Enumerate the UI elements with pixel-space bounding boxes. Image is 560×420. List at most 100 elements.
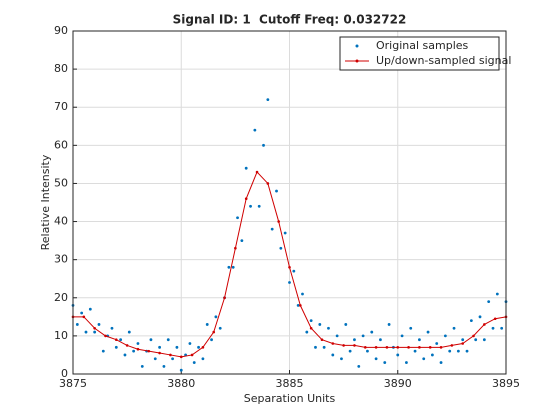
sample-point <box>370 331 373 334</box>
sample-point <box>340 357 343 360</box>
signal-marker <box>472 335 475 338</box>
signal-marker <box>483 323 486 326</box>
signal-marker <box>180 356 183 359</box>
y-tick-label: 70 <box>54 100 68 113</box>
sample-point <box>227 266 230 269</box>
sample-point <box>388 323 391 326</box>
sample-point <box>318 323 321 326</box>
signal-marker <box>277 220 280 223</box>
x-tick-label: 3890 <box>384 377 412 390</box>
signal-marker <box>299 304 302 307</box>
sample-point <box>210 338 213 341</box>
sample-point <box>453 327 456 330</box>
sample-point <box>409 327 412 330</box>
sample-point <box>310 319 313 322</box>
sample-point <box>266 98 269 101</box>
sample-point <box>115 346 118 349</box>
sample-point <box>167 338 170 341</box>
y-tick-label: 0 <box>61 367 68 380</box>
sample-point <box>111 327 114 330</box>
y-tick-label: 80 <box>54 62 68 75</box>
sample-point <box>176 346 179 349</box>
sample-point <box>414 350 417 353</box>
y-tick-label: 50 <box>54 176 68 189</box>
signal-marker <box>321 338 324 341</box>
signal-marker <box>83 316 86 319</box>
signal-marker <box>440 346 443 349</box>
sample-point <box>435 342 438 345</box>
signal-marker <box>256 171 259 174</box>
sample-point <box>422 357 425 360</box>
x-tick-label: 3885 <box>276 377 304 390</box>
sample-point <box>132 350 135 353</box>
y-axis-label: Relative Intensity <box>39 154 52 250</box>
signal-marker <box>137 348 140 351</box>
sample-point <box>331 354 334 357</box>
sample-point <box>344 323 347 326</box>
sample-point <box>180 369 183 372</box>
y-tick-label: 20 <box>54 291 68 304</box>
sample-point <box>119 338 122 341</box>
sample-point <box>327 327 330 330</box>
sample-point <box>431 354 434 357</box>
sample-point <box>171 357 174 360</box>
sample-point <box>405 361 408 364</box>
sample-point <box>240 239 243 242</box>
signal-marker <box>267 182 270 185</box>
sample-point <box>89 308 92 311</box>
signal-marker <box>158 352 161 355</box>
signal-marker <box>418 346 421 349</box>
sample-point <box>154 357 157 360</box>
sample-point <box>98 323 101 326</box>
sample-point <box>396 354 399 357</box>
sample-point <box>275 190 278 193</box>
sample-point <box>474 338 477 341</box>
signal-marker <box>191 354 194 357</box>
sample-point <box>197 346 200 349</box>
signal-marker <box>342 344 345 347</box>
sample-point <box>141 365 144 368</box>
sample-point <box>383 361 386 364</box>
sample-point <box>236 216 239 219</box>
sample-point <box>137 342 140 345</box>
y-tick-label: 90 <box>54 24 68 37</box>
sample-point <box>461 338 464 341</box>
signal-marker <box>245 197 248 200</box>
sample-point <box>288 281 291 284</box>
sample-point <box>336 334 339 337</box>
sample-point <box>305 331 308 334</box>
signal-marker <box>332 342 335 345</box>
sample-point <box>262 144 265 147</box>
signal-marker <box>396 346 399 349</box>
sample-point <box>483 338 486 341</box>
sample-point <box>301 293 304 296</box>
sample-point <box>466 350 469 353</box>
sample-point <box>219 327 222 330</box>
sample-point <box>249 205 252 208</box>
signal-marker <box>494 317 497 320</box>
y-tick-label: 60 <box>54 138 68 151</box>
signal-marker <box>364 346 367 349</box>
sample-point <box>232 266 235 269</box>
legend-symbol <box>356 45 359 48</box>
chart: Signal ID: 1 Cutoff Freq: 0.032722 Separ… <box>0 0 560 420</box>
sample-point <box>470 319 473 322</box>
signal-marker <box>126 344 129 347</box>
sample-point <box>357 365 360 368</box>
sample-point <box>457 350 460 353</box>
sample-point <box>189 342 192 345</box>
sample-point <box>401 334 404 337</box>
sample-point <box>292 270 295 273</box>
legend-label: Up/down-sampled signal <box>376 54 511 67</box>
sample-point <box>253 129 256 132</box>
x-tick-label: 3895 <box>492 377 520 390</box>
signal-marker <box>310 327 313 330</box>
signal-marker <box>375 346 378 349</box>
legend-label: Original samples <box>376 39 469 52</box>
sample-point <box>418 338 421 341</box>
legend-symbol-marker <box>356 60 359 63</box>
sample-point <box>206 323 209 326</box>
sample-point <box>448 350 451 353</box>
sample-point <box>128 331 131 334</box>
sample-point <box>362 334 365 337</box>
